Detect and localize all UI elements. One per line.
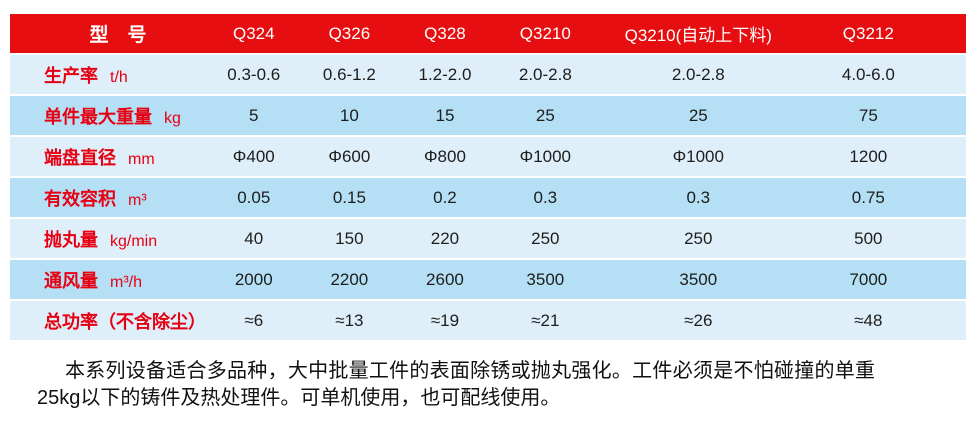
row-label: 总功率（不含除尘）	[44, 311, 206, 332]
spec-value: 150	[335, 228, 364, 248]
spec-value: 2000	[234, 269, 273, 289]
table-row-effective-volume: 有效容积 m³ 0.05 0.15 0.2 0.3 0.3 0.75	[10, 178, 966, 217]
spec-value: 0.3-0.6	[227, 64, 281, 84]
header-model-q3210: Q3210	[519, 23, 571, 43]
row-label: 单件最大重量	[44, 106, 152, 127]
spec-value: 3500	[679, 269, 718, 289]
spec-value: Φ400	[232, 146, 275, 166]
header-model-q3212: Q3212	[842, 23, 894, 43]
row-label: 端盘直径	[44, 147, 116, 168]
spec-value: 40	[244, 228, 264, 248]
spec-value: 220	[430, 228, 460, 248]
spec-value: 1.2-2.0	[418, 64, 472, 84]
row-label: 生产率	[44, 65, 98, 86]
spec-value: 2600	[426, 269, 464, 289]
spec-value: 500	[854, 228, 883, 248]
table-row-shot-flow: 抛丸量 kg/min 40 150 220 250 250 500	[10, 219, 966, 258]
table-row-total-power: 总功率（不含除尘） ≈6 ≈13 ≈19 ≈21 ≈26 ≈48	[10, 301, 966, 340]
header-model-q328: Q328	[424, 23, 466, 43]
spec-value: 2.0-2.8	[671, 64, 725, 84]
spec-value: 10	[339, 105, 359, 125]
row-label-cell: 有效容积 m³	[10, 185, 206, 211]
spec-value: 1200	[849, 146, 888, 166]
row-label: 抛丸量	[44, 229, 98, 250]
header-model-q3210-auto: Q3210(自动上下料)	[624, 26, 772, 45]
spec-value: 75	[858, 105, 878, 125]
spec-value: 0.3	[533, 187, 558, 207]
row-unit: mm	[128, 150, 155, 168]
row-label-cell: 总功率（不含除尘）	[10, 308, 206, 334]
row-unit: kg	[164, 109, 181, 127]
spec-value: ≈13	[335, 310, 364, 330]
spec-value: ≈21	[531, 310, 560, 330]
row-label-cell: 通风量 m³/h	[10, 267, 206, 293]
spec-value: Φ1000	[672, 146, 724, 166]
spec-value: 2.0-2.8	[518, 64, 572, 84]
row-unit: kg/min	[110, 232, 158, 250]
row-unit: m³	[128, 191, 147, 209]
table-row-ventilation: 通风量 m³/h 2000 2200 2600 3500 3500 7000	[10, 260, 966, 299]
spec-value: 0.75	[851, 187, 885, 207]
row-label-cell: 抛丸量 kg/min	[10, 226, 206, 252]
spec-value: 2200	[330, 269, 369, 289]
table-header-row: 型 号 Q324 Q326 Q328 Q3210 Q3210(自动上下料) Q3…	[10, 14, 966, 53]
spec-value: 250	[531, 228, 560, 248]
spec-value: Φ800	[423, 146, 466, 166]
row-unit: t/h	[110, 68, 128, 86]
spec-value: 0.3	[686, 187, 711, 207]
spec-value: 3500	[526, 269, 565, 289]
row-label-cell: 生产率 t/h	[10, 62, 206, 88]
table-row-production-rate: 生产率 t/h 0.3-0.6 0.6-1.2 1.2-2.0 2.0-2.8 2…	[10, 55, 966, 94]
row-label: 通风量	[44, 270, 98, 291]
row-label-cell: 单件最大重量 kg	[10, 103, 206, 129]
spec-value: ≈26	[684, 310, 713, 330]
table-row-disc-diameter: 端盘直径 mm Φ400 Φ600 Φ800 Φ1000 Φ1000 1200	[10, 137, 966, 176]
spec-value: ≈19	[430, 310, 460, 330]
spec-value: 0.2	[433, 187, 457, 207]
spec-value: 0.6-1.2	[322, 64, 376, 84]
spec-value: ≈6	[244, 310, 264, 330]
header-model-label: 型 号	[89, 25, 147, 46]
spec-value: 25	[688, 105, 708, 125]
spec-value: 0.15	[332, 187, 366, 207]
table-row-max-piece-weight: 单件最大重量 kg 5 10 15 25 25 75	[10, 96, 966, 135]
row-label: 有效容积	[44, 188, 116, 209]
spec-value: ≈48	[854, 310, 883, 330]
spec-table: 型 号 Q324 Q326 Q328 Q3210 Q3210(自动上下料) Q3…	[10, 14, 966, 342]
description-paragraph: 本系列设备适合多品种，大中批量工件的表面除锈或抛丸强化。工件必须是不怕碰撞的单重…	[37, 360, 875, 409]
spec-value: 15	[435, 105, 455, 125]
spec-value: 250	[684, 228, 713, 248]
spec-value: 5	[249, 105, 259, 125]
spec-value: Φ1000	[519, 146, 572, 166]
spec-value: Φ600	[328, 146, 371, 166]
row-label-cell: 端盘直径 mm	[10, 144, 206, 170]
spec-value: 7000	[849, 269, 888, 289]
header-model-q326: Q326	[328, 23, 371, 43]
spec-value: 0.05	[237, 187, 271, 207]
row-unit: m³/h	[110, 273, 142, 291]
spec-value: 4.0-6.0	[841, 64, 895, 84]
spec-value: 25	[535, 105, 555, 125]
header-model-q324: Q324	[232, 23, 275, 43]
